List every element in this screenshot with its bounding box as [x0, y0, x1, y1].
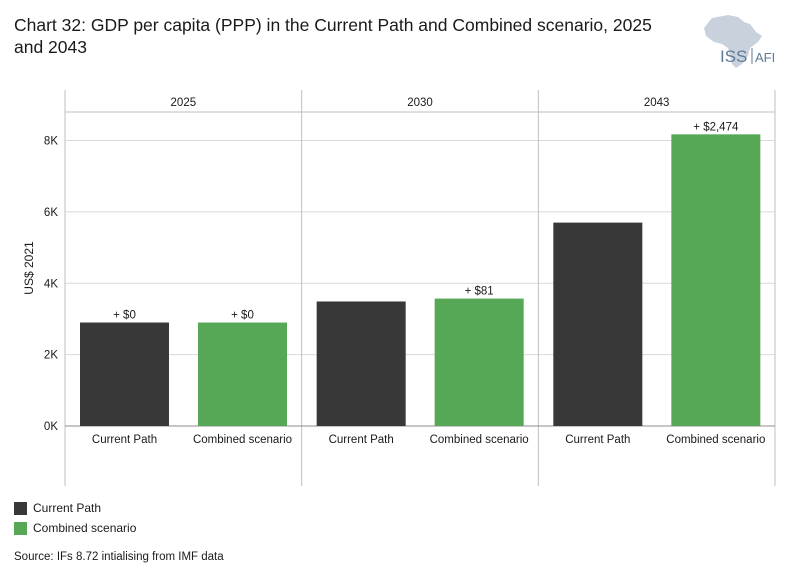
- bars: [80, 134, 761, 426]
- legend-swatch-combined-scenario: [14, 521, 27, 535]
- legend-label-combined-scenario: Combined scenario: [33, 521, 137, 535]
- bar-2025-combined-scenario: [198, 322, 287, 426]
- y-tick-label: 4K: [44, 278, 58, 290]
- panels: [64, 90, 776, 486]
- africa-map-icon: ISS AFI: [704, 15, 775, 68]
- y-tick-label: 0K: [44, 421, 58, 433]
- x-category-label: Current Path: [565, 434, 630, 446]
- legend-item-current-path: Current Path: [14, 498, 136, 518]
- iss-afi-logo: ISS AFI: [698, 12, 776, 72]
- panel-label-2043: 2043: [644, 97, 670, 109]
- x-category-label: Current Path: [92, 434, 157, 446]
- x-category-label: Combined scenario: [193, 434, 292, 446]
- bar-2030-combined-scenario: [434, 298, 524, 426]
- bar-annotation: + $0: [113, 310, 136, 322]
- bar-2025-current-path: [80, 322, 169, 426]
- logo-iss-text: ISS: [720, 47, 747, 66]
- y-tick-label: 8K: [44, 136, 58, 148]
- legend-swatch-current-path: [14, 501, 27, 515]
- bar-chart: 0K 2K 4K 6K 8K 2025 + $0 Current Path + $0 Combin…: [22, 90, 776, 486]
- legend-item-combined-scenario: Combined scenario: [14, 518, 136, 538]
- y-axis-label: US$ 2021: [22, 241, 36, 295]
- legend: Current Path Combined scenario: [14, 498, 136, 538]
- panel-label-2030: 2030: [407, 97, 433, 109]
- labels: 0K 2K 4K 6K 8K 2025 + $0 Current Path + $0 Combin…: [44, 97, 765, 446]
- bar-annotation: + $81: [465, 286, 494, 298]
- y-tick-label: 6K: [44, 207, 58, 219]
- bar-2043-current-path: [553, 222, 643, 426]
- x-category-label: Combined scenario: [666, 434, 765, 446]
- bar-2043-combined-scenario: [671, 134, 761, 426]
- x-category-label: Combined scenario: [430, 434, 529, 446]
- x-category-label: Current Path: [329, 434, 394, 446]
- grid-lines: [65, 140, 775, 427]
- y-tick-label: 2K: [44, 350, 58, 362]
- bar-annotation: + $2,474: [693, 121, 739, 133]
- legend-label-current-path: Current Path: [33, 501, 102, 515]
- bar-2030-current-path: [316, 301, 406, 426]
- panel-label-2025: 2025: [171, 97, 197, 109]
- bar-annotation: + $0: [231, 310, 254, 322]
- chart-title: Chart 32: GDP per capita (PPP) in the Cu…: [14, 15, 652, 57]
- logo-afi-text: AFI: [755, 50, 775, 65]
- source-note: Source: IFs 8.72 intialising from IMF da…: [14, 551, 224, 563]
